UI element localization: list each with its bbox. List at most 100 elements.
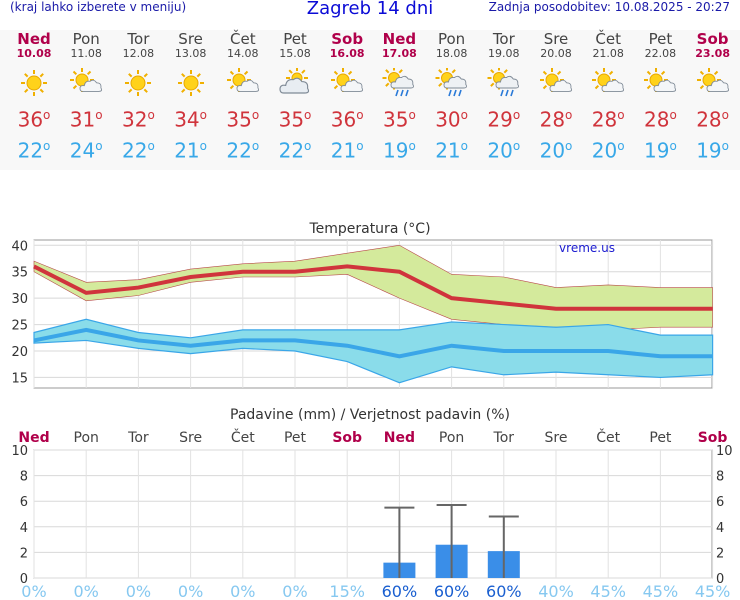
sun-cloud-icon [696, 68, 729, 92]
max-temp: 28o [591, 107, 625, 132]
min-temp: 24o [69, 138, 103, 163]
max-temp: 28o [696, 107, 729, 132]
precip-plot-area [33, 449, 713, 579]
day-date: 21.08 [592, 47, 624, 60]
day-column: Ned 17.08 35o 19o [373, 30, 425, 163]
precip-probability: 0% [282, 582, 307, 600]
sun-icon [177, 70, 204, 96]
temp-y-tick: 40 [11, 239, 28, 254]
day-date: 13.08 [174, 47, 207, 60]
watermark: vreme.us [559, 241, 615, 255]
day-name: Sob [331, 30, 364, 48]
precip-y-tick-left: 4 [20, 521, 28, 536]
cloud-sun-icon [279, 68, 310, 94]
max-temp: 35o [278, 107, 312, 132]
day-name: Ned [382, 30, 417, 48]
day-name: Pon [72, 30, 100, 48]
day-date: 12.08 [122, 47, 155, 60]
precip-probability: 60% [382, 582, 418, 600]
sun-cloud-icon [331, 68, 364, 92]
day-name: Čet [595, 30, 621, 48]
precip-day-label: Pon [439, 430, 464, 446]
precip-probability: 45% [643, 582, 679, 600]
day-date: 11.08 [70, 47, 102, 60]
max-temp: 36o [17, 107, 51, 132]
precip-probability: 0% [21, 582, 46, 600]
precip-day-label: Sob [698, 430, 728, 446]
precip-y-tick-right: 0 [716, 572, 724, 587]
location-hint: (kraj lahko izberete v meniju) [10, 0, 187, 14]
min-temp: 22o [17, 138, 51, 163]
day-column: Tor 12.08 32o 22o [112, 30, 164, 163]
day-column: Sob 16.08 36o 21o [321, 30, 373, 163]
day-column: Pet 15.08 35o 22o [269, 30, 321, 163]
precip-y-tick-right: 8 [716, 470, 724, 485]
precip-y-tick-left: 6 [20, 495, 28, 510]
sun-cloud-icon [70, 68, 103, 92]
max-temp: 28o [643, 107, 677, 132]
precip-probability: 60% [434, 582, 470, 600]
precip-probability: 0% [126, 582, 151, 600]
temp-y-tick: 15 [11, 371, 28, 386]
day-date: 20.08 [540, 47, 572, 60]
day-column: Pon 11.08 31o 24o [60, 30, 112, 163]
day-date: 10.08 [16, 47, 52, 60]
precip-day-label: Sre [179, 430, 202, 446]
day-name: Tor [127, 30, 150, 48]
day-name: Pon [437, 30, 466, 48]
temp-y-tick: 35 [11, 266, 28, 281]
min-temp: 21o [330, 138, 364, 163]
min-temp: 22o [226, 138, 260, 163]
day-name: Sre [178, 30, 203, 48]
day-column: Ned 10.08 36o 22o [8, 30, 60, 163]
day-column: Čet 14.08 35o 22o [217, 30, 269, 163]
sun-rain-icon [435, 68, 467, 97]
day-name: Sre [543, 30, 569, 48]
min-temp: 20o [487, 138, 521, 163]
min-temp: 19o [643, 138, 677, 163]
daily-forecast: Ned 10.08 36o 22o Pon 11.08 31o 24o Tor 12.08 32o 2… [0, 30, 740, 170]
max-temp: 31o [69, 107, 103, 132]
precip-probability: 15% [329, 582, 365, 600]
day-name: Čet [230, 30, 256, 48]
page-title: Zagreb 14 dni [306, 0, 434, 19]
precip-day-label: Čet [231, 428, 255, 446]
max-temp: 28o [539, 107, 573, 132]
precip-day-label: Pet [649, 430, 672, 446]
sun-cloud-icon [226, 68, 259, 92]
max-temp: 35o [382, 107, 416, 132]
precip-day-label: Sre [545, 430, 568, 446]
max-temp: 29o [487, 107, 521, 132]
max-temp: 30o [435, 107, 468, 132]
precip-day-label: Ned [18, 430, 49, 446]
day-name: Sob [696, 30, 729, 48]
sun-cloud-icon [540, 68, 573, 92]
sun-rain-icon [382, 68, 415, 97]
precip-y-tick-right: 4 [716, 521, 724, 536]
max-temp-line [33, 264, 713, 311]
day-column: Sob 23.08 28o 19o [687, 30, 739, 163]
precip-day-label: Pon [74, 430, 99, 446]
precip-y-tick-right: 10 [716, 444, 733, 459]
day-column: Sre 13.08 34o 21o [165, 30, 217, 163]
precip-probability: 60% [486, 582, 522, 600]
day-name: Pet [648, 30, 673, 48]
temp-y-tick: 30 [11, 292, 28, 307]
precip-y-tick-left: 10 [11, 444, 28, 459]
last-update: Zadnja posodobitev: 10.08.2025 - 20:27 [488, 0, 730, 14]
day-column: Čet 21.08 28o 20o [582, 30, 634, 163]
precip-y-tick-left: 2 [20, 546, 28, 561]
precip-probability: 0% [230, 582, 255, 600]
precip-y-tick-right: 6 [716, 495, 724, 510]
max-temp: 36o [330, 107, 364, 132]
min-temp: 19o [696, 138, 729, 163]
precip-probability: 45% [590, 582, 626, 600]
precip-probability: 40% [538, 582, 574, 600]
min-temp-line [33, 327, 713, 359]
precip-y-tick-left: 0 [20, 572, 28, 587]
precip-day-label: Tor [127, 430, 149, 446]
day-column: Pon 18.08 30o 21o [426, 30, 478, 163]
sun-cloud-icon [644, 68, 677, 92]
day-date: 23.08 [695, 47, 730, 60]
